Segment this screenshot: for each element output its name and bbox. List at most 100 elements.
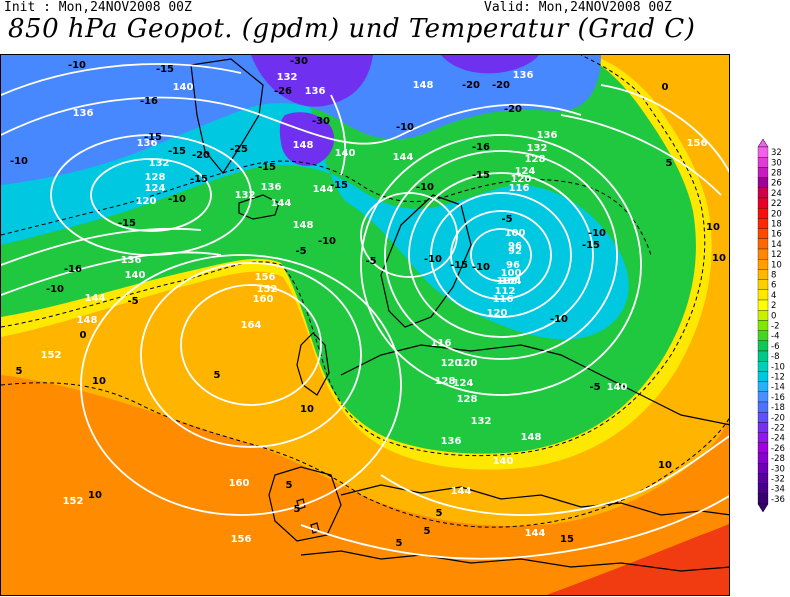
geopotential-value-label: 136 (261, 182, 282, 193)
geopotential-value-label: 148 (77, 315, 98, 326)
legend-value-label: -18 (771, 403, 785, 413)
legend-value-label: 10 (771, 260, 782, 270)
legend-color-swatch (757, 391, 769, 403)
legend-color-swatch (757, 432, 769, 443)
geopotential-value-label: 144 (525, 528, 546, 539)
legend-value-label: -10 (771, 362, 785, 372)
legend-color-swatch (757, 473, 769, 484)
geopotential-value-label: 128 (145, 172, 166, 183)
geopotential-value-label: 164 (241, 320, 262, 331)
legend-value-label: -8 (771, 352, 779, 362)
temperature-value-label: -5 (501, 214, 512, 225)
legend-value-label: 30 (771, 158, 782, 168)
geopotential-value-label: 140 (173, 82, 194, 93)
temperature-value-label: -10 (68, 60, 86, 71)
temperature-value-label: 0 (80, 330, 87, 341)
temperature-value-label: 10 (300, 404, 314, 415)
legend-value-label: 18 (771, 220, 782, 230)
temperature-value-label: -16 (472, 142, 490, 153)
legend-color-swatch (757, 493, 769, 505)
geopotential-value-label: 128 (525, 154, 546, 165)
geopotential-value-label: 148 (293, 220, 314, 231)
legend-value-label: -4 (771, 332, 779, 342)
geopotential-value-label: 140 (335, 148, 356, 159)
geopotential-value-label: 124 (145, 183, 166, 194)
legend-color-swatch (757, 320, 769, 331)
geopotential-value-label: 140 (493, 456, 514, 467)
init-time-label: Init : Mon,24NOV2008 00Z (4, 0, 192, 15)
legend-color-swatch (757, 157, 769, 168)
legend-value-label: 20 (771, 209, 782, 219)
legend-value-label: 28 (771, 169, 782, 179)
temperature-value-label: -16 (64, 264, 82, 275)
temperature-value-label: -15 (450, 260, 468, 271)
temperature-value-label: -15 (472, 170, 490, 181)
isotherm-minus-ten (1, 160, 652, 256)
legend-color-swatch (757, 248, 769, 260)
legend-color-swatch (757, 381, 769, 392)
geopotential-contour (600, 84, 729, 174)
geopotential-value-label: 144 (271, 198, 292, 209)
geopotential-value-label: 124 (515, 166, 536, 177)
geopotential-value-label: 116 (493, 294, 514, 305)
legend-value-label: 8 (771, 271, 776, 281)
temperature-value-label: -15 (118, 218, 136, 229)
legend-value-label: 12 (771, 250, 782, 260)
temperature-value-label: -15 (582, 240, 600, 251)
geopotential-contour (140, 262, 362, 448)
temperature-value-label: -15 (330, 180, 348, 191)
legend-color-swatch (757, 401, 769, 413)
temperature-value-label: -5 (127, 296, 138, 307)
geopotential-value-label: 144 (85, 293, 106, 304)
geopotential-value-label: 116 (431, 338, 452, 349)
geopotential-value-label: 152 (257, 284, 278, 295)
legend-color-swatch (757, 422, 769, 433)
map-title: 850 hPa Geopot. (gpdm) und Temperatur (G… (8, 14, 696, 44)
temperature-value-label: 5 (396, 538, 403, 549)
geopotential-value-label: 128 (457, 394, 478, 405)
geopotential-value-label: 120 (136, 196, 157, 207)
geopotential-contour (1, 227, 202, 266)
geopotential-contour (90, 158, 212, 232)
temperature-value-label: 5 (666, 158, 673, 169)
geopotential-contour (384, 150, 618, 360)
geopotential-value-label: 160 (229, 478, 250, 489)
temperature-value-label: -10 (168, 194, 186, 205)
temperature-legend: 32302826242220181614121086420-2-4-6-8-10… (757, 139, 785, 513)
legend-value-label: 22 (771, 199, 782, 209)
legend-color-swatch (757, 187, 769, 199)
temperature-value-label: -10 (416, 182, 434, 193)
geopotential-contour (330, 94, 347, 176)
temperature-value-label: -20 (504, 104, 522, 115)
legend-color-swatch (757, 228, 769, 239)
temperature-value-label: 5 (16, 366, 23, 377)
valid-time-label: Valid: Mon,24NOV2008 00Z (484, 0, 672, 15)
temperature-value-label: -15 (190, 174, 208, 185)
geopotential-value-label: 100 (501, 268, 522, 279)
legend-value-label: -20 (771, 413, 785, 423)
geopotential-value-label: 148 (413, 80, 434, 91)
legend-color-swatch (757, 218, 769, 229)
temperature-value-label: -5 (365, 256, 376, 267)
geopotential-contour (1, 251, 222, 296)
geopotential-value-label: 108 (497, 276, 518, 287)
legend-color-swatch (757, 452, 769, 464)
temperature-value-label: -10 (46, 284, 64, 295)
geopotential-value-label: 120 (487, 308, 508, 319)
temperature-value-label: 5 (286, 480, 293, 491)
arctic-core-region (251, 55, 539, 166)
legend-color-swatch (757, 483, 769, 494)
temperature-value-label: -5 (589, 382, 600, 393)
legend-value-label: -24 (771, 434, 785, 444)
geopotential-value-label: 116 (509, 183, 530, 194)
legend-value-label: -36 (771, 495, 785, 505)
legend-value-label: -6 (771, 342, 779, 352)
legend-color-swatch (757, 208, 769, 219)
temperature-value-label: 5 (424, 526, 431, 537)
temperature-value-label: -5 (295, 246, 306, 257)
europe-coast (340, 344, 729, 426)
temperature-value-label: -30 (312, 116, 330, 127)
geopotential-value-label: 92 (508, 246, 522, 257)
legend-value-label: -34 (771, 485, 785, 495)
geopotential-contour (360, 134, 642, 396)
